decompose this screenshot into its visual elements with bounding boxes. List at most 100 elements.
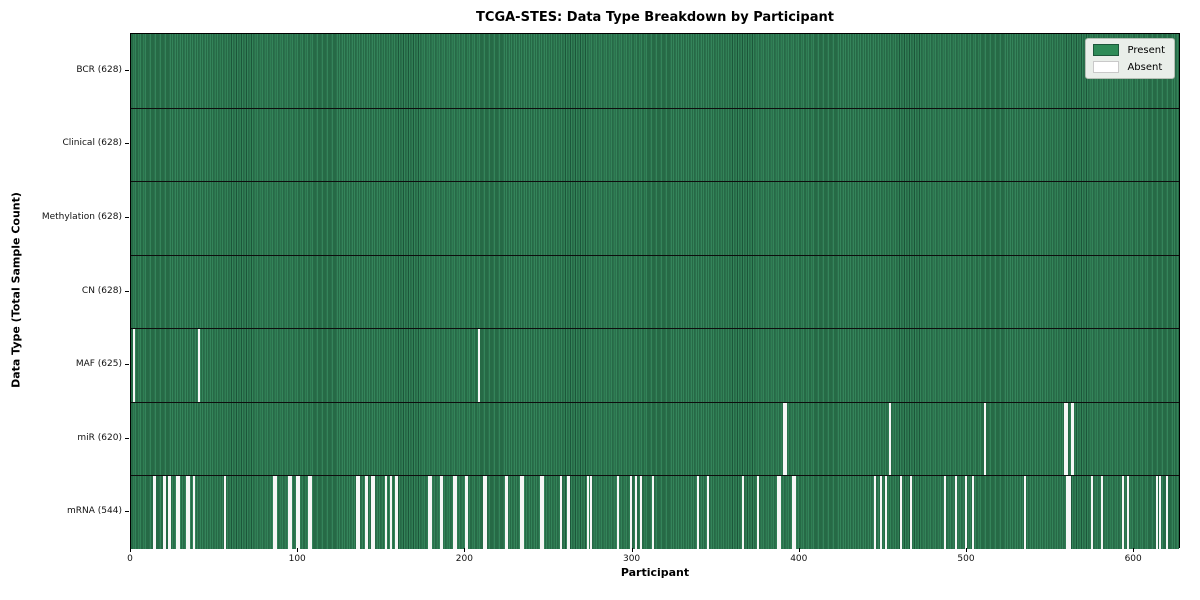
x-tick-mark: [297, 548, 299, 552]
absent-mark: [1065, 401, 1068, 476]
absent-mark: [1165, 475, 1168, 549]
heatmap-row-methylation: [131, 181, 1179, 255]
y-tick-mark: [125, 364, 129, 366]
absent-mark: [394, 475, 397, 549]
absent-mark: [1067, 475, 1070, 549]
x-tick-mark: [464, 548, 466, 552]
y-tick-mark: [125, 511, 129, 513]
absent-mark: [1158, 475, 1161, 549]
heatmap-row-cn: [131, 254, 1179, 329]
row-separator: [131, 328, 1179, 330]
heatmap-row-mir: [131, 401, 1179, 476]
absent-mark: [296, 475, 299, 549]
absent-mark: [371, 475, 374, 549]
absent-mark: [309, 475, 312, 549]
absent-mark: [289, 475, 292, 549]
absent-mark: [972, 475, 975, 549]
legend-swatch-present: [1093, 44, 1120, 56]
absent-mark: [504, 475, 507, 549]
x-tick-label: 0: [127, 554, 133, 564]
absent-mark: [1155, 475, 1158, 549]
absent-mark: [756, 475, 759, 549]
x-tick-mark: [798, 548, 800, 552]
absent-mark: [428, 475, 431, 549]
x-tick-label: 200: [455, 554, 473, 564]
absent-mark: [873, 475, 876, 549]
absent-mark: [506, 475, 509, 549]
absent-mark: [778, 475, 781, 549]
absent-mark: [885, 475, 888, 549]
absent-mark: [639, 475, 642, 549]
absent-mark: [629, 475, 632, 549]
y-tick-mark: [125, 290, 129, 292]
row-separator: [131, 475, 1179, 477]
absent-mark: [965, 475, 968, 549]
row-separator: [131, 254, 1179, 256]
x-tick-label: 400: [790, 554, 808, 564]
absent-mark: [559, 475, 562, 549]
absent-mark: [162, 475, 165, 549]
absent-mark: [541, 475, 544, 549]
absent-mark: [297, 475, 300, 549]
x-tick-label: 300: [622, 554, 641, 564]
absent-mark: [1023, 475, 1026, 549]
y-tick-mark: [125, 143, 129, 145]
absent-mark: [287, 475, 290, 549]
absent-mark: [483, 475, 486, 549]
absent-mark: [466, 475, 469, 549]
plot-area: Present Absent: [130, 33, 1180, 549]
absent-mark: [783, 401, 786, 476]
absent-mark: [152, 475, 155, 549]
absent-mark: [384, 475, 387, 549]
absent-mark: [519, 475, 522, 549]
row-separator: [131, 107, 1179, 109]
row-separator: [131, 401, 1179, 403]
y-tick-mark: [125, 69, 129, 71]
absent-mark: [484, 475, 487, 549]
y-tick-label: Clinical (628): [62, 138, 122, 149]
x-tick-mark: [130, 548, 131, 552]
absent-mark: [478, 328, 481, 402]
absent-mark: [176, 475, 179, 549]
absent-mark: [1100, 475, 1103, 549]
absent-mark: [1127, 475, 1130, 549]
absent-mark: [943, 475, 946, 549]
absent-mark: [169, 475, 172, 549]
absent-mark: [1072, 401, 1075, 476]
absent-mark: [634, 475, 637, 549]
absent-mark: [441, 475, 444, 549]
absent-mark: [167, 475, 170, 549]
x-tick-mark: [965, 548, 967, 552]
absent-mark: [589, 475, 592, 549]
y-tick-label: BCR (628): [76, 64, 122, 75]
absent-mark: [132, 328, 135, 402]
absent-mark: [741, 475, 744, 549]
absent-mark: [307, 475, 310, 549]
absent-mark: [372, 475, 375, 549]
absent-mark: [454, 475, 457, 549]
absent-mark: [389, 475, 392, 549]
x-tick-mark: [1133, 548, 1135, 552]
absent-mark: [880, 475, 883, 549]
absent-mark: [566, 475, 569, 549]
absent-mark: [164, 475, 167, 549]
y-tick-label: Methylation (628): [41, 211, 122, 222]
absent-mark: [955, 475, 958, 549]
absent-mark: [888, 401, 891, 476]
absent-mark: [464, 475, 467, 549]
absent-mark: [364, 475, 367, 549]
x-tick-label: 100: [288, 554, 306, 564]
absent-mark: [272, 475, 275, 549]
absent-mark: [706, 475, 709, 549]
y-tick-label: miR (620): [77, 432, 122, 443]
absent-mark: [785, 401, 788, 476]
y-tick-label: MAF (625): [75, 359, 122, 370]
chart-title: TCGA-STES: Data Type Breakdown by Partic…: [476, 10, 834, 25]
absent-mark: [776, 475, 779, 549]
absent-mark: [366, 475, 369, 549]
heatmap-row-clinical: [131, 107, 1179, 182]
absent-mark: [192, 475, 195, 549]
absent-mark: [396, 475, 399, 549]
absent-mark: [616, 475, 619, 549]
absent-mark: [539, 475, 542, 549]
